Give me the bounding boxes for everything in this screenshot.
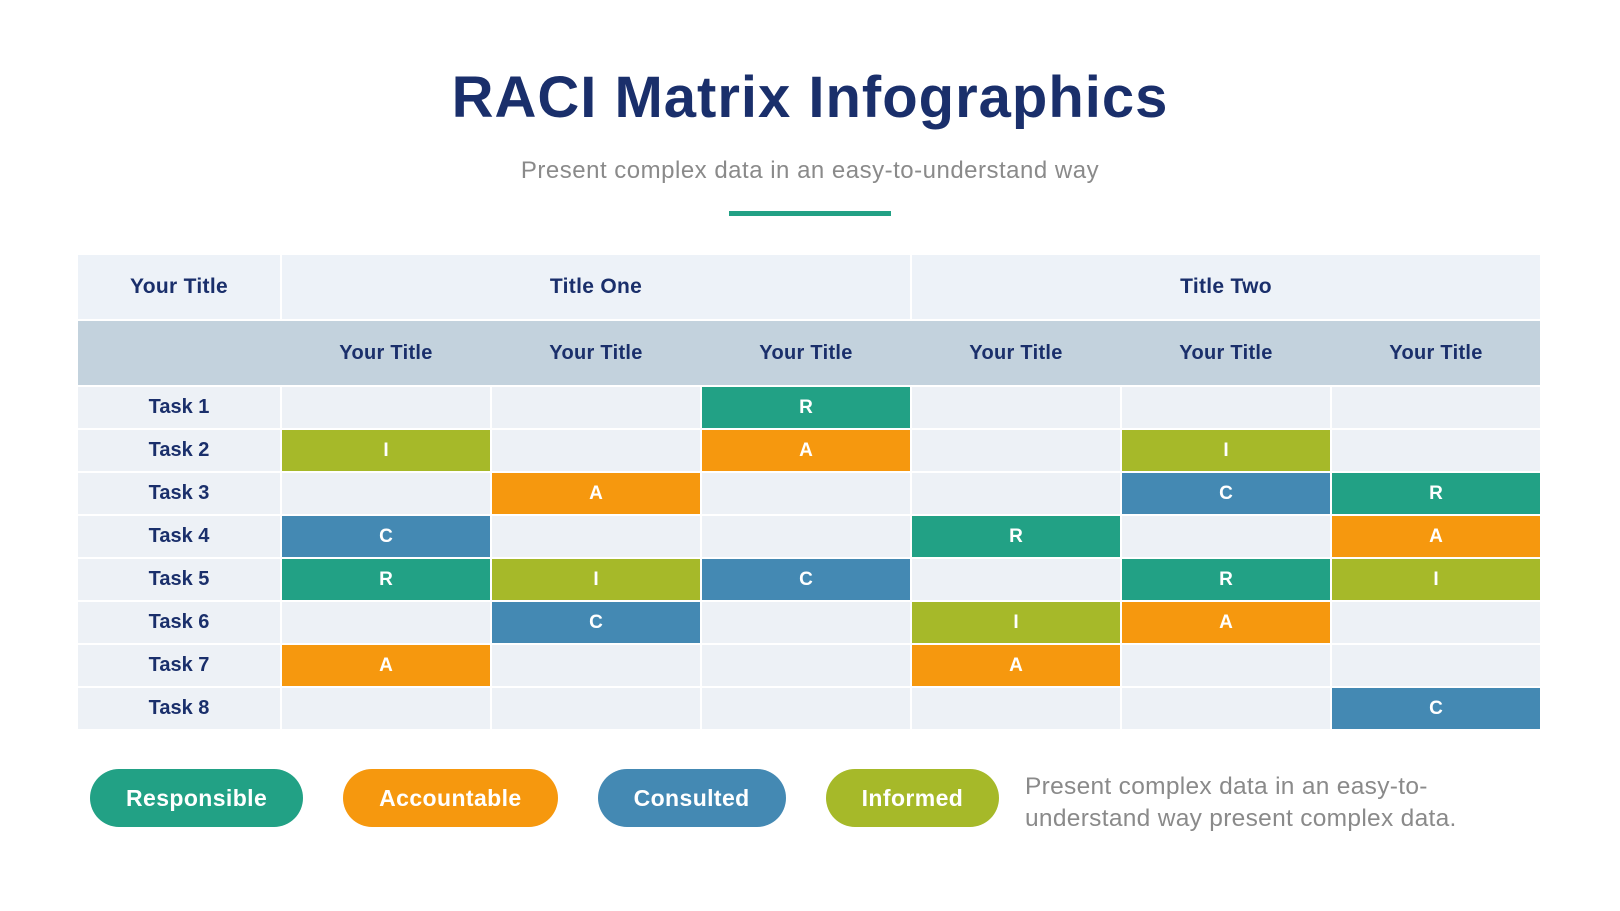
subheader-row: Your Title Your Title Your Title Your Title… <box>78 321 1540 385</box>
subheader-empty-cell <box>78 321 280 385</box>
raci-cell-empty <box>1122 688 1330 729</box>
subheader-col-2: Your Title <box>549 341 643 364</box>
subheader-col-4: Your Title <box>969 341 1063 364</box>
slide-header: RACI Matrix Infographics Present complex… <box>0 0 1620 216</box>
raci-cell-i: I <box>1122 430 1330 471</box>
raci-cell-empty <box>1332 645 1540 686</box>
raci-cell-i: I <box>912 602 1120 643</box>
raci-cell-empty <box>912 430 1120 471</box>
task-label: Task 8 <box>78 688 280 729</box>
task-label: Task 1 <box>78 387 280 428</box>
raci-cell-empty <box>1122 516 1330 557</box>
subheader-col-6: Your Title <box>1389 341 1483 364</box>
group-header-title-two: Title Two <box>912 255 1540 319</box>
raci-cell-empty <box>492 645 700 686</box>
raci-cell-empty <box>282 602 490 643</box>
raci-cell-a: A <box>492 473 700 514</box>
task-label: Task 4 <box>78 516 280 557</box>
raci-cell-c: C <box>1332 688 1540 729</box>
task-label: Task 2 <box>78 430 280 471</box>
task-label: Task 5 <box>78 559 280 600</box>
task-label: Task 7 <box>78 645 280 686</box>
subheader-col-3: Your Title <box>759 341 853 364</box>
task-label: Task 3 <box>78 473 280 514</box>
raci-cell-empty <box>912 473 1120 514</box>
raci-cell-a: A <box>1332 516 1540 557</box>
raci-cell-empty <box>1332 602 1540 643</box>
group-header-title-one: Title One <box>282 255 910 319</box>
page-title: RACI Matrix Infographics <box>451 65 1169 130</box>
raci-cell-c: C <box>282 516 490 557</box>
raci-cell-empty <box>702 473 910 514</box>
raci-cell-empty <box>702 688 910 729</box>
raci-cell-empty <box>702 645 910 686</box>
raci-cell-c: C <box>702 559 910 600</box>
raci-cell-a: A <box>702 430 910 471</box>
raci-cell-empty <box>492 688 700 729</box>
task-label: Task 6 <box>78 602 280 643</box>
raci-cell-empty <box>1122 387 1330 428</box>
raci-cell-r: R <box>702 387 910 428</box>
subheader-col-5: Your Title <box>1179 341 1273 364</box>
raci-cell-empty <box>282 473 490 514</box>
raci-cell-empty <box>912 688 1120 729</box>
raci-cell-empty <box>492 387 700 428</box>
subheader-col-1: Your Title <box>339 341 433 364</box>
raci-cell-empty <box>1332 387 1540 428</box>
raci-cell-a: A <box>1122 602 1330 643</box>
raci-cell-empty <box>912 559 1120 600</box>
legend: Responsible Accountable Consulted Informed <box>90 769 1000 827</box>
raci-cell-c: C <box>492 602 700 643</box>
legend-pill-informed: Informed <box>825 769 1000 827</box>
raci-cell-r: R <box>282 559 490 600</box>
legend-pill-responsible: Responsible <box>90 769 304 827</box>
raci-cell-empty <box>912 387 1120 428</box>
raci-cell-r: R <box>912 516 1120 557</box>
raci-cell-empty <box>1332 430 1540 471</box>
raci-cell-empty <box>492 516 700 557</box>
raci-cell-i: I <box>1332 559 1540 600</box>
raci-cell-r: R <box>1332 473 1540 514</box>
raci-cell-r: R <box>1122 559 1330 600</box>
raci-cell-i: I <box>282 430 490 471</box>
raci-cell-empty <box>1122 645 1330 686</box>
page-subtitle: Present complex data in an easy-to-under… <box>520 157 1100 184</box>
raci-cell-empty <box>282 688 490 729</box>
corner-header: Your Title <box>78 255 280 319</box>
raci-cell-empty <box>702 602 910 643</box>
accent-divider <box>729 211 891 216</box>
footer-note: Present complex data in an easy-to-under… <box>1025 773 1457 833</box>
legend-pill-accountable: Accountable <box>343 769 558 827</box>
raci-cell-empty <box>282 387 490 428</box>
raci-cell-i: I <box>492 559 700 600</box>
raci-cell-a: A <box>282 645 490 686</box>
raci-cell-empty <box>702 516 910 557</box>
raci-cell-c: C <box>1122 473 1330 514</box>
raci-table: Your Title Title One Title Two Your Titl… <box>78 255 1540 729</box>
raci-cell-a: A <box>912 645 1120 686</box>
raci-cell-empty <box>492 430 700 471</box>
legend-pill-consulted: Consulted <box>597 769 786 827</box>
